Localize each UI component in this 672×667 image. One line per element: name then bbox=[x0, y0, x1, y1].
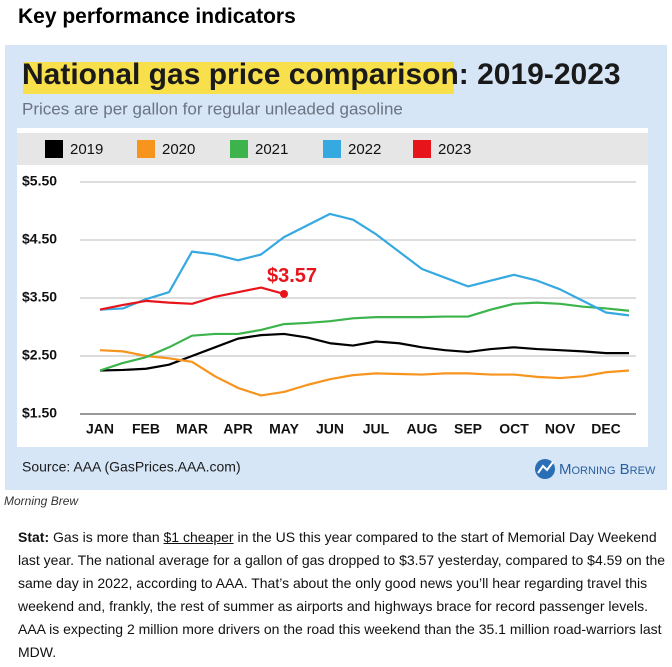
title-highlight bbox=[23, 62, 454, 94]
brand-logo: Morning Brew bbox=[559, 461, 656, 478]
data-label: $3.57 bbox=[267, 265, 317, 287]
legend-label: 2022 bbox=[348, 141, 381, 158]
y-tick-label: $4.50 bbox=[22, 231, 57, 247]
brand-icon-mark bbox=[537, 461, 554, 474]
y-tick-label: $2.50 bbox=[22, 347, 57, 363]
chart: National gas price comparison: 2019-2023… bbox=[5, 45, 667, 490]
legend-swatch bbox=[413, 140, 431, 158]
x-tick-label: DEC bbox=[591, 421, 621, 437]
x-tick-label: MAY bbox=[269, 421, 299, 437]
x-tick-label: MAR bbox=[176, 421, 208, 437]
x-tick-label: JUN bbox=[316, 421, 344, 437]
source-note: Source: AAA (GasPrices.AAA.com) bbox=[22, 459, 241, 475]
plot-panel bbox=[17, 128, 648, 447]
x-tick-label: APR bbox=[223, 421, 253, 437]
stat-paragraph: Stat: Gas is more than $1 cheaper in the… bbox=[18, 526, 666, 664]
data-point bbox=[280, 289, 288, 298]
x-tick-label: NOV bbox=[545, 421, 576, 437]
x-tick-label: SEP bbox=[454, 421, 482, 437]
image-caption: Morning Brew bbox=[4, 494, 79, 508]
stat-link[interactable]: $1 cheaper bbox=[163, 529, 234, 545]
legend-swatch bbox=[45, 140, 63, 158]
stat-text: Gas is more than bbox=[53, 529, 160, 545]
series-line bbox=[99, 349, 630, 397]
stat-text: in the US this year compared to the star… bbox=[18, 529, 666, 660]
series-line bbox=[99, 332, 629, 372]
page-title: Key performance indicators bbox=[18, 5, 296, 28]
stat-label: Stat: bbox=[18, 529, 50, 545]
legend-label: 2023 bbox=[438, 141, 471, 158]
chart-title: National gas price comparison: 2019-2023 bbox=[22, 58, 621, 91]
x-tick-label: AUG bbox=[406, 421, 437, 437]
legend-swatch bbox=[230, 140, 248, 158]
series-line bbox=[99, 286, 285, 311]
legend-label: 2019 bbox=[70, 141, 103, 158]
series-line bbox=[99, 301, 630, 372]
x-tick-label: JAN bbox=[86, 421, 114, 437]
x-tick-label: OCT bbox=[499, 421, 529, 437]
legend-swatch bbox=[137, 140, 155, 158]
legend-label: 2021 bbox=[255, 141, 288, 158]
y-tick-label: $1.50 bbox=[22, 405, 57, 421]
legend-label: 2020 bbox=[162, 141, 195, 158]
series-line bbox=[99, 212, 630, 317]
legend-swatch bbox=[323, 140, 341, 158]
y-tick-label: $5.50 bbox=[22, 173, 57, 189]
chart-subtitle: Prices are per gallon for regular unlead… bbox=[22, 99, 403, 118]
x-tick-label: FEB bbox=[132, 421, 160, 437]
x-tick-label: JUL bbox=[363, 421, 390, 437]
y-tick-label: $3.50 bbox=[22, 289, 57, 305]
